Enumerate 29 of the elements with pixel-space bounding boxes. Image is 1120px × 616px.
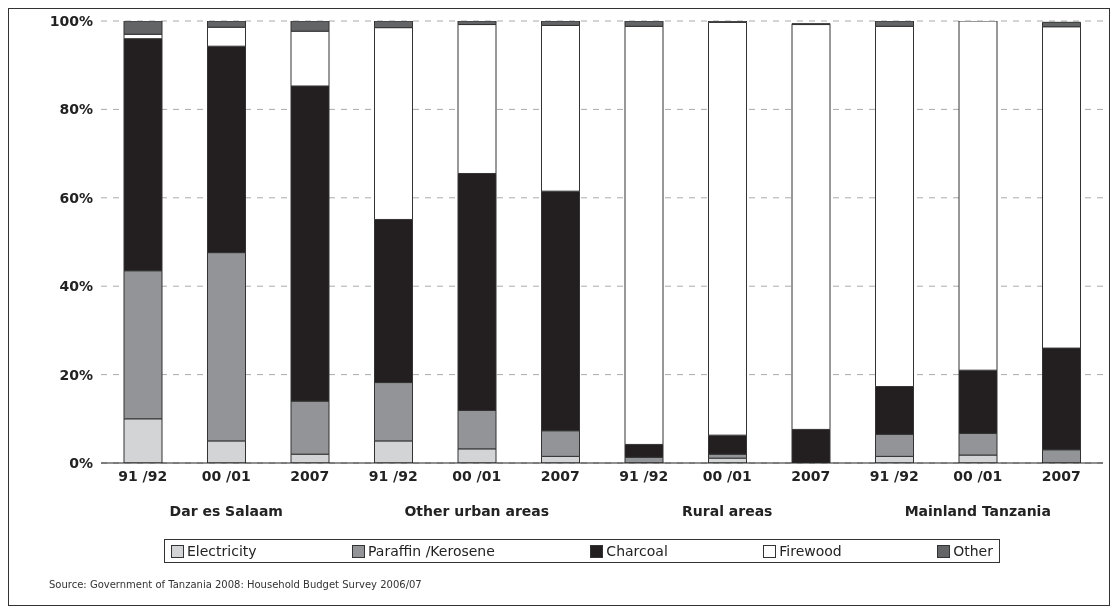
x-tick-label: 91 /92 — [118, 467, 168, 484]
y-tick-label: 0% — [69, 454, 93, 471]
x-tick-label: 91 /92 — [368, 467, 418, 484]
x-tick-label: 00 /01 — [702, 467, 752, 484]
x-tick-label: 2007 — [290, 467, 330, 484]
y-tick-label: 80% — [59, 101, 93, 118]
x-tick-label: 00 /01 — [201, 467, 251, 484]
text: Other urban areas — [403, 503, 551, 519]
x-tick-label: 2007 — [1041, 467, 1081, 484]
legend-label: Other — [952, 543, 993, 559]
x-tick-label: 2007 — [540, 467, 580, 484]
bar — [123, 21, 163, 35]
text: Rural areas — [681, 503, 774, 519]
source-note: Source: Government of Tanzania 2008: Household Budget Survey 2006/07 — [49, 579, 422, 590]
text: Dar es Salaam — [168, 503, 284, 519]
text: Mainland Tanzania — [903, 503, 1052, 519]
y-tick-label: 100% — [49, 12, 93, 29]
legend-label: Electricity — [186, 543, 257, 559]
legend-label: Paraffin /Kerosene — [367, 543, 495, 559]
y-tick-label: 20% — [59, 366, 93, 383]
x-tick-label: 2007 — [791, 467, 831, 484]
x-tick-label: 00 /01 — [953, 467, 1003, 484]
legend-label: Charcoal — [605, 543, 668, 559]
x-tick-label: 91 /92 — [869, 467, 919, 484]
y-tick-label: 60% — [59, 189, 93, 206]
legend-label: Firewood — [778, 543, 842, 559]
x-tick-label: 91 /92 — [619, 467, 669, 484]
y-tick-label: 40% — [59, 278, 93, 295]
x-tick-label: 00 /01 — [452, 467, 502, 484]
